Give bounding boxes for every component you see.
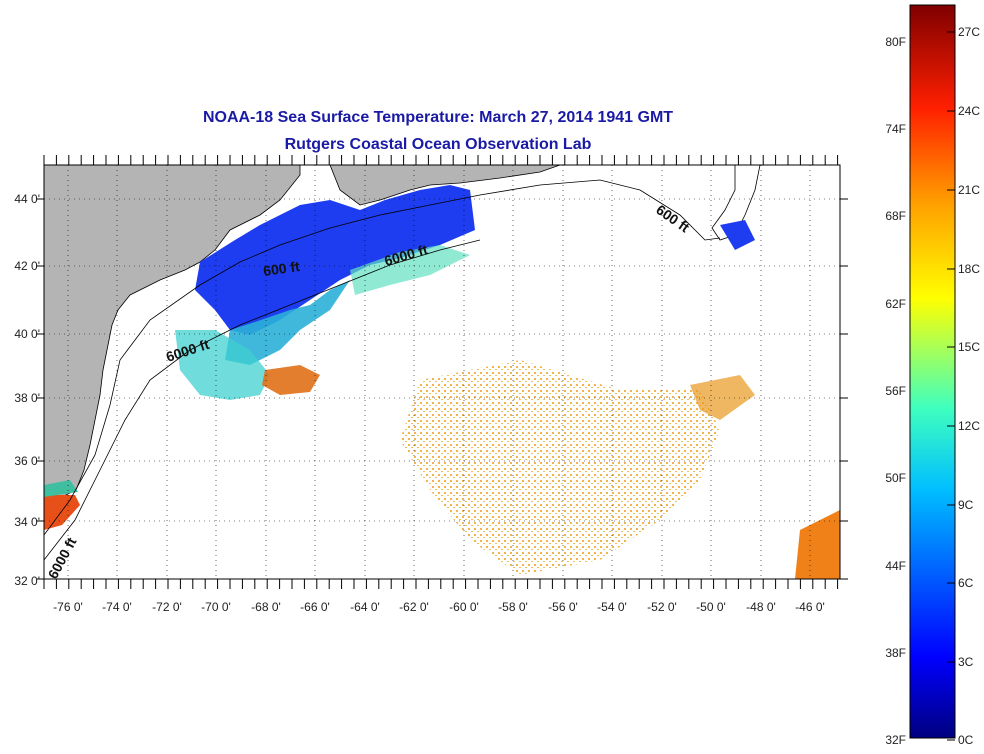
contour-label: 6000 ft [45,534,80,581]
colorbar-c-label: 15C [958,340,980,354]
lon-label: -76 0' [53,600,83,614]
map-title: NOAA-18 Sea Surface Temperature: March 2… [202,109,674,126]
lon-label: -74 0' [102,600,132,614]
lat-label: 34 0' [14,515,40,529]
lon-label: -64 0' [350,600,380,614]
lon-label: -54 0' [597,600,627,614]
colorbar-f-label: 68F [885,209,906,223]
lon-label: -48 0' [746,600,776,614]
cold-water-region [195,185,475,335]
lat-label: 38 0' [14,391,40,405]
contour-600ft [43,179,721,536]
colorbar-c-label: 6C [958,576,974,590]
colorbar-f-label: 56F [885,384,906,398]
colorbar-c-label: 12C [958,419,980,433]
lon-label: -56 0' [548,600,578,614]
lon-label: -70 0' [201,600,231,614]
lat-label: 44 0' [14,192,40,206]
lon-label: -52 0' [647,600,677,614]
colorbar-c-label: 24C [958,104,980,118]
colorbar-ticks [947,31,955,741]
colorbar [909,4,956,739]
colorbar-c-label: 9C [958,498,974,512]
colorbar-c-label: 21C [958,183,980,197]
colorbar-c-label: 27C [958,25,980,39]
colorbar-f-label: 80F [885,35,906,49]
lat-label: 32 0' [14,574,40,588]
axis-ticks [36,155,848,589]
colorbar-c-label: 3C [958,655,974,669]
colorbar-c-label: 18C [958,262,980,276]
colorbar-f-label: 62F [885,297,906,311]
contour-label: 600 ft [653,201,692,235]
lat-label: 36 0' [14,454,40,468]
contour-6000ft [43,239,481,561]
colorbar-f-label: 32F [885,733,906,747]
lon-label: -66 0' [300,600,330,614]
map-frame [43,164,841,580]
colorbar-c-label: 0C [958,733,974,747]
lon-label: -60 0' [449,600,479,614]
contour-label: 600 ft [262,258,301,279]
lat-label: 42 0' [14,259,40,273]
graticule [44,165,840,580]
colorbar-f-label: 74F [885,122,906,136]
lon-label: -62 0' [399,600,429,614]
lat-label: 40 0' [14,327,40,341]
lon-label: -58 0' [498,600,528,614]
colorbar-f-label: 44F [885,559,906,573]
land-mass [44,165,301,501]
lon-label: -50 0' [696,600,726,614]
lon-label: -46 0' [795,600,825,614]
colorbar-f-label: 50F [885,471,906,485]
colorbar-f-label: 38F [885,646,906,660]
lon-label: -72 0' [152,600,182,614]
lon-label: -68 0' [251,600,281,614]
map-subtitle: Rutgers Coastal Ocean Observation Lab [284,136,592,153]
land-mass-north [329,165,561,206]
